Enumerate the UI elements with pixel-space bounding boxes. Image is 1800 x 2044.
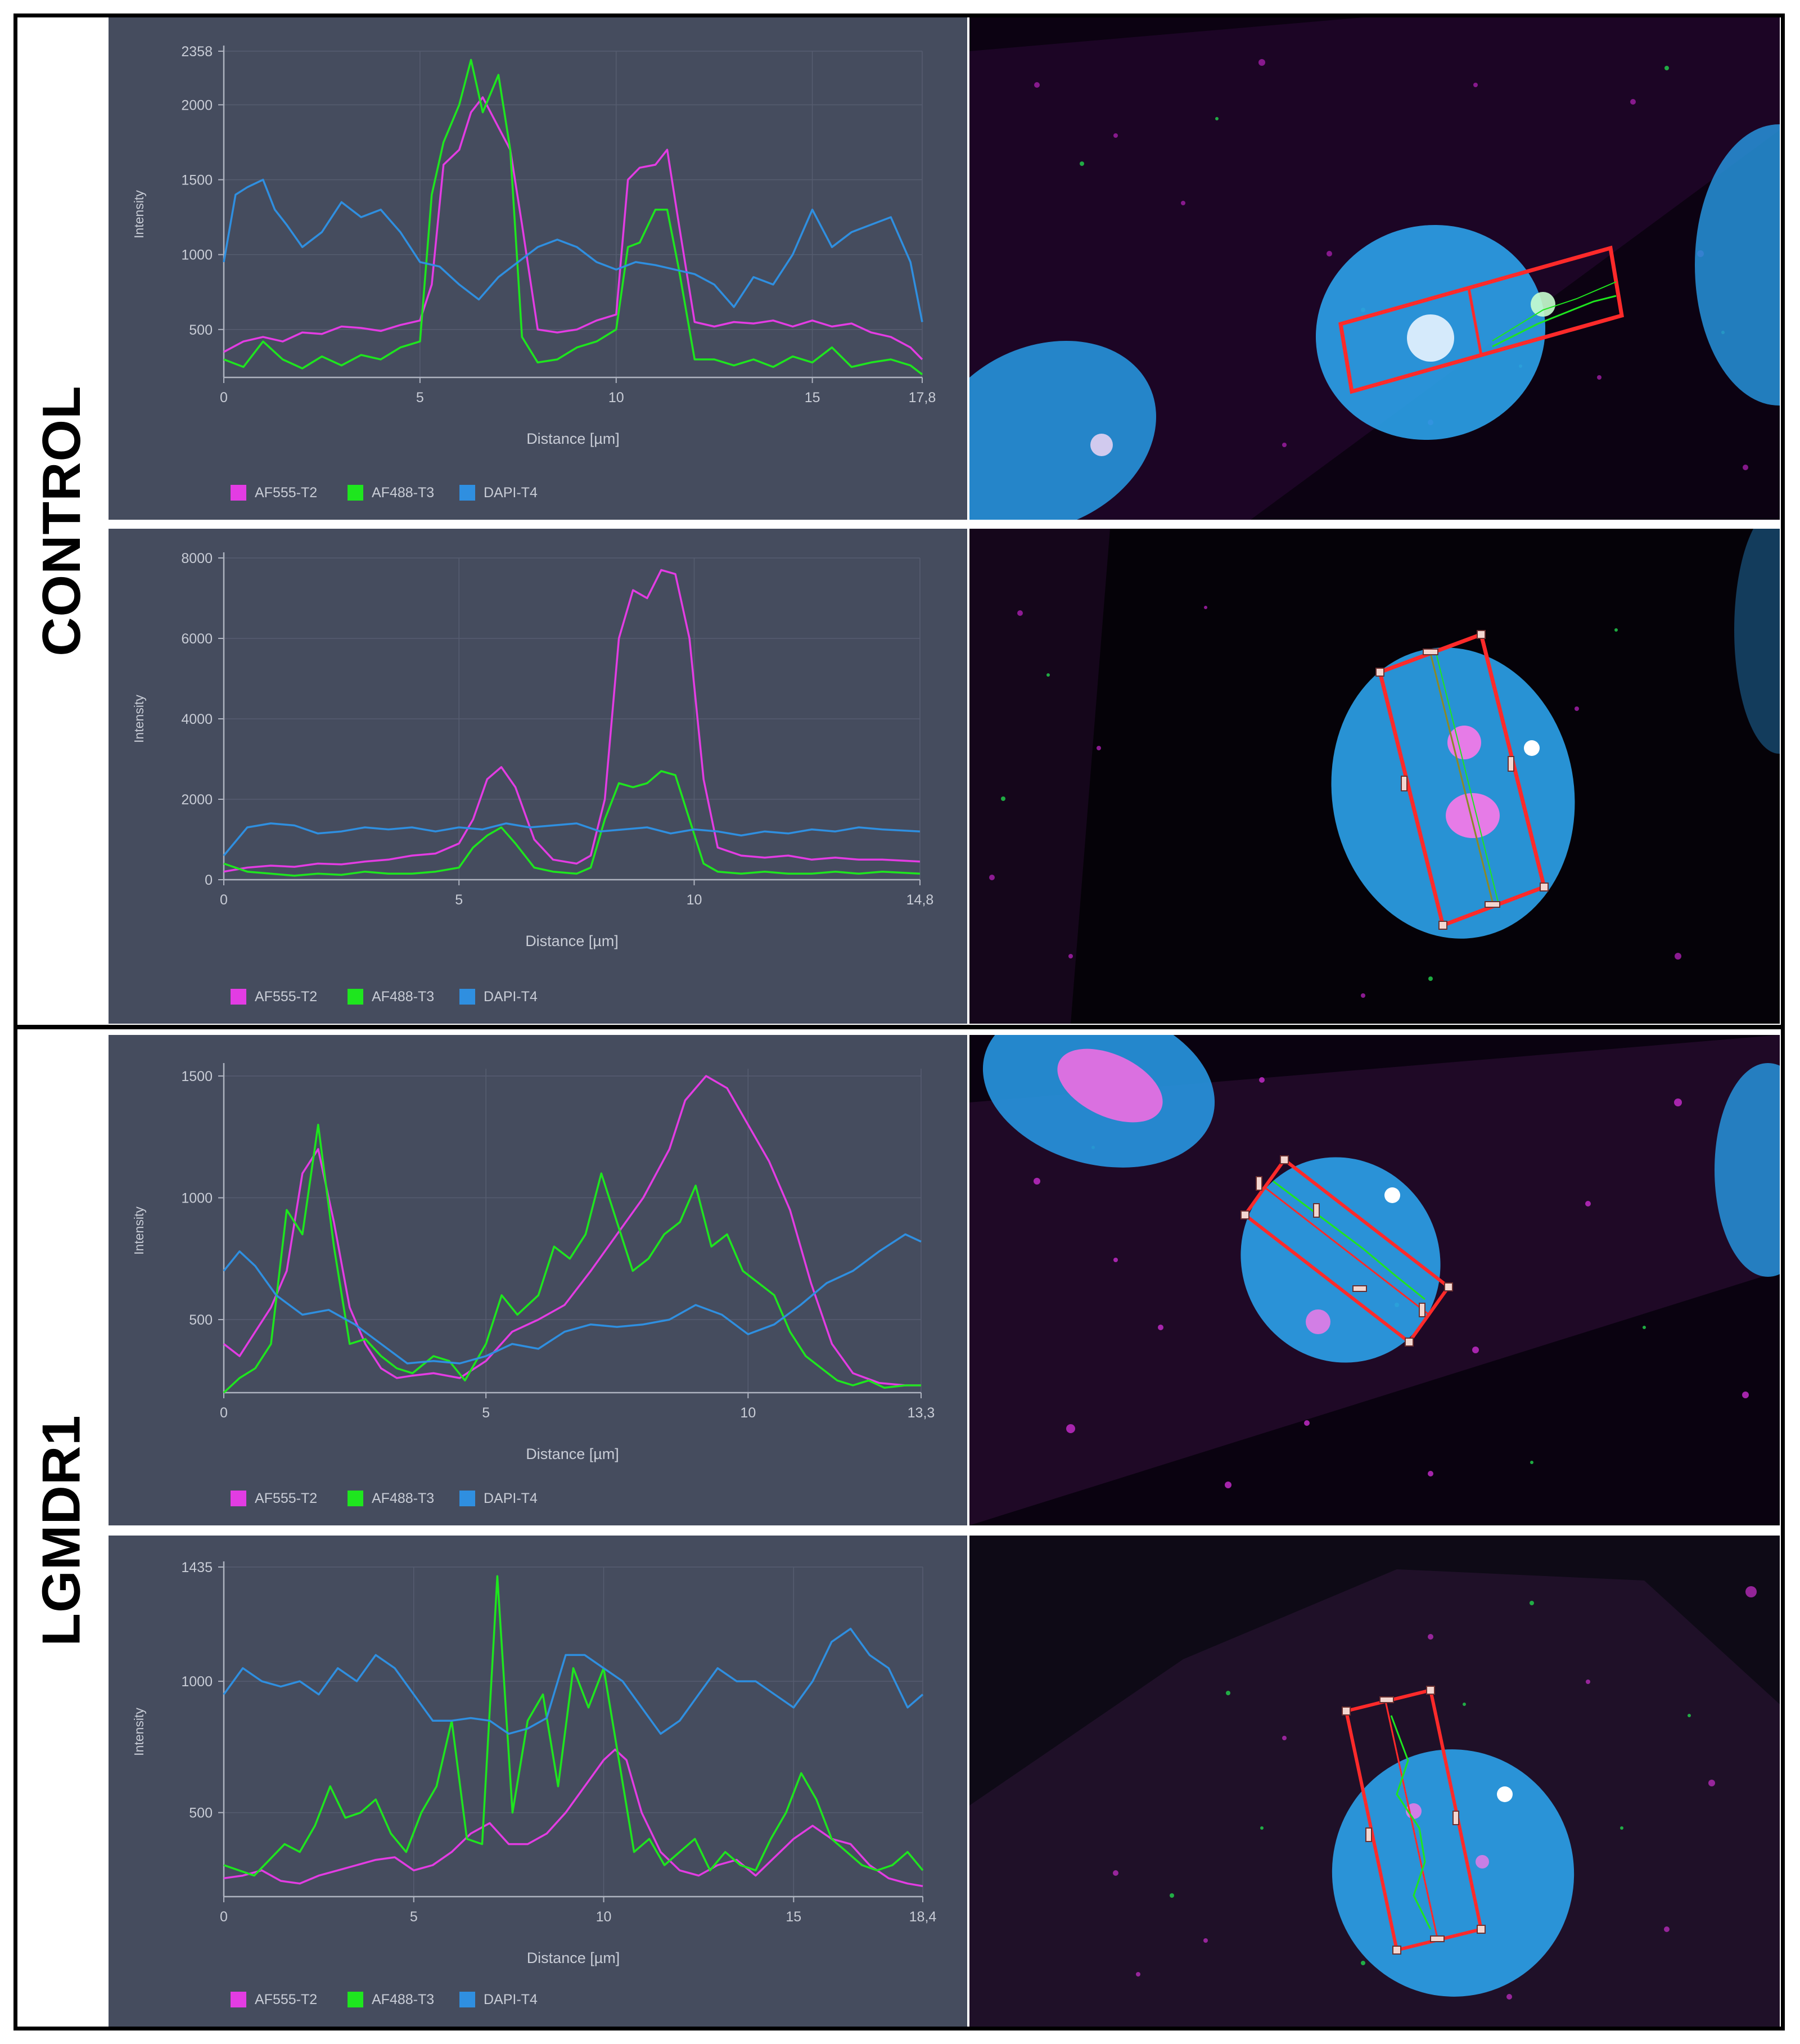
x-tick-label: 10 (608, 390, 624, 406)
x-tick-label: 15 (786, 1909, 801, 1925)
x-tick-label: 0 (220, 1909, 228, 1925)
legend-label: AF488-T3 (372, 989, 434, 1005)
y-tick-label: 500 (189, 322, 213, 338)
legend-swatch (231, 485, 246, 501)
legend-label: AF555-T2 (255, 989, 317, 1005)
series-line-af555-t2 (223, 569, 921, 873)
legend-label: AF488-T3 (372, 1491, 434, 1506)
y-axis-label: Intensity (132, 190, 146, 238)
y-axis-label: Intensity (132, 1206, 146, 1255)
legend-swatch (348, 485, 363, 501)
legend-swatch (231, 1992, 246, 2007)
series-line-af488-t3 (223, 58, 923, 376)
y-tick-label: 1435 (181, 1560, 213, 1575)
group-label-control-text: CONTROL (31, 385, 92, 656)
y-tick-label: 1500 (181, 172, 213, 188)
y-tick-label: 2000 (181, 792, 213, 808)
legend-label: DAPI-T4 (484, 989, 538, 1005)
legend-swatch (348, 1491, 363, 1506)
y-tick-label: 1500 (181, 1069, 213, 1084)
legend-swatch (459, 485, 475, 501)
legend-label: DAPI-T4 (484, 485, 538, 501)
group-label-lgmdr1-text: LGMDR1 (31, 1414, 92, 1646)
x-tick-label: 10 (740, 1405, 756, 1421)
micrograph-lgmdr1-1 (969, 1035, 1780, 1525)
x-tick-label: 13,3 (908, 1405, 935, 1421)
legend-label: AF555-T2 (255, 1992, 317, 2007)
series-line-dapi-t4 (223, 1233, 922, 1365)
separator-control (109, 520, 1780, 529)
legend-swatch (459, 1992, 475, 2007)
legend-swatch (459, 989, 475, 1005)
legend-label: AF488-T3 (372, 485, 434, 501)
series-line-dapi-t4 (223, 822, 921, 857)
legend-swatch (348, 989, 363, 1005)
series-line-af555-t2 (223, 1748, 923, 1888)
x-axis-label: Distance [µm] (525, 933, 619, 949)
series-line-af555-t2 (223, 96, 923, 361)
x-tick-label: 15 (805, 390, 820, 406)
legend-swatch (231, 1491, 246, 1506)
micrograph-control-2 (969, 529, 1780, 1024)
x-tick-label: 5 (416, 390, 424, 406)
x-tick-label: 0 (220, 1405, 228, 1421)
y-tick-label: 6000 (181, 631, 213, 647)
y-axis-label: Intensity (132, 1708, 146, 1756)
chart-panel-lgmdr1-1: 500 1000 1500 0 5 10 13,3 Distance [µm] Intensit… (109, 1035, 967, 1525)
legend-label: AF555-T2 (255, 1491, 317, 1506)
separator-group (17, 1025, 1781, 1029)
legend-swatch (348, 1992, 363, 2007)
y-tick-label: 500 (189, 1806, 213, 1821)
legend-swatch (231, 989, 246, 1005)
y-tick-label: 1000 (181, 1674, 213, 1690)
legend-label: AF488-T3 (372, 1992, 434, 2007)
x-tick-label: 17,8 (909, 390, 936, 406)
chart-panel-control-1: 500 1000 1500 2000 2358 0 5 10 15 17,8 Distance [µ… (109, 17, 967, 520)
x-tick-label: 10 (687, 892, 702, 908)
y-axis-label: Intensity (132, 695, 146, 743)
chart-panel-control-2: 0 2000 4000 6000 8000 0 5 10 14,8 Distance [µm] In… (109, 529, 967, 1024)
line-profile-chart-control-2: 0 2000 4000 6000 8000 0 5 10 14,8 Distance [µm] In… (132, 551, 934, 1005)
y-tick-label: 2000 (181, 97, 213, 113)
group-label-lgmdr1: LGMDR1 (17, 1034, 106, 2027)
micrograph-lgmdr1-2 (969, 1536, 1780, 2027)
line-profile-chart-control-1: 500 1000 1500 2000 2358 0 5 10 15 17,8 Distance [µ… (132, 44, 936, 501)
y-tick-label: 8000 (181, 551, 213, 566)
series-line-af488-t3 (223, 770, 921, 877)
x-tick-label: 0 (220, 892, 228, 908)
series-line-af488-t3 (223, 1123, 921, 1394)
y-tick-label: 2358 (181, 44, 213, 60)
x-tick-label: 5 (455, 892, 463, 908)
series-line-af555-t2 (223, 1075, 921, 1386)
x-tick-label: 5 (482, 1405, 490, 1421)
x-tick-label: 10 (596, 1909, 612, 1925)
y-tick-label: 0 (205, 872, 213, 888)
x-axis-label: Distance [µm] (527, 1950, 620, 1966)
y-tick-label: 1000 (181, 1191, 213, 1206)
x-tick-label: 18,4 (909, 1909, 937, 1925)
line-profile-chart-lgmdr1-1: 500 1000 1500 0 5 10 13,3 Distance [µm] Intensit… (132, 1063, 935, 1506)
micrograph-control-1 (969, 17, 1780, 520)
y-tick-label: 4000 (181, 712, 213, 727)
legend-label: AF555-T2 (255, 485, 317, 501)
x-tick-label: 0 (220, 390, 228, 406)
legend-label: DAPI-T4 (484, 1992, 538, 2007)
series-line-dapi-t4 (223, 178, 923, 322)
separator-lgmdr1 (109, 1525, 1780, 1536)
x-axis-label: Distance [µm] (526, 430, 620, 447)
series-line-dapi-t4 (223, 1627, 924, 1735)
x-axis-label: Distance [µm] (526, 1446, 619, 1462)
line-profile-chart-lgmdr1-2: 500 1000 1435 0 5 10 15 18,4 Distance [µm] Intens… (132, 1560, 937, 2007)
x-tick-label: 14,8 (906, 892, 934, 908)
legend-label: DAPI-T4 (484, 1491, 538, 1506)
legend-swatch (459, 1491, 475, 1506)
group-label-control: CONTROL (17, 17, 106, 1024)
x-tick-label: 5 (410, 1909, 418, 1925)
y-tick-label: 500 (189, 1312, 213, 1328)
chart-panel-lgmdr1-2: 500 1000 1435 0 5 10 15 18,4 Distance [µm] Intens… (109, 1536, 967, 2027)
series-line-af488-t3 (223, 1575, 924, 1877)
y-tick-label: 1000 (181, 247, 213, 263)
